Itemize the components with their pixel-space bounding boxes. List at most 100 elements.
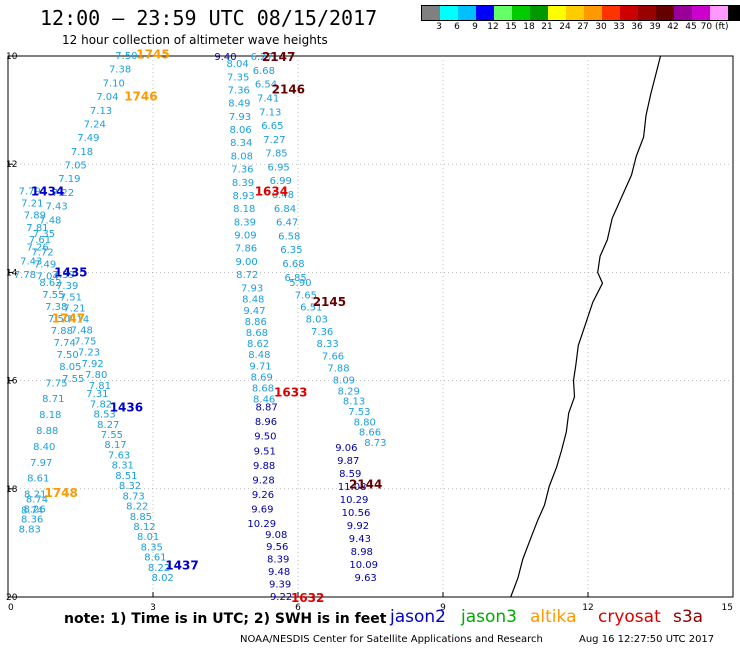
wave-height-value: 9.28 (252, 475, 274, 486)
wave-height-value: 7.86 (235, 244, 257, 255)
wave-height-value: 8.62 (247, 339, 269, 350)
wave-height-value: 7.55 (42, 290, 64, 301)
x-tick-label: 9 (440, 603, 446, 613)
wave-height-value: 9.56 (266, 542, 288, 553)
wave-height-value: 7.24 (84, 119, 106, 130)
wave-height-value: 6.68 (282, 259, 304, 270)
wave-height-value: 10.09 (349, 560, 378, 571)
wave-height-value: 8.83 (19, 524, 41, 535)
wave-height-value: 7.48 (71, 326, 93, 337)
wave-height-value: 7.55 (62, 374, 84, 385)
wave-height-value: 7.35 (33, 229, 55, 240)
wave-height-value: 8.88 (36, 426, 58, 437)
wave-height-value: 9.69 (251, 504, 273, 515)
wave-height-value: 7.41 (257, 93, 279, 104)
wave-height-value: 9.50 (254, 432, 276, 443)
wave-height-value: 7.39 (52, 270, 74, 281)
legend-label: 36 (631, 22, 643, 32)
wave-height-value: 9.06 (335, 443, 357, 454)
wave-height-value: 8.33 (316, 339, 338, 350)
satellite-label-jason2: jason2 (390, 607, 446, 627)
wave-height-value: 9.63 (355, 573, 377, 584)
map-frame (7, 55, 734, 598)
x-tick-label: 0 (8, 603, 14, 613)
wave-height-value: 8.74 (26, 495, 48, 506)
wave-height-value: 7.53 (348, 407, 370, 418)
pass-time-label: 1434 (31, 184, 64, 198)
wave-height-value: 9.08 (265, 530, 287, 541)
wave-height-value: 8.66 (359, 428, 381, 439)
wave-height-value: 8.53 (94, 410, 116, 421)
legend-swatch (656, 6, 674, 20)
legend-label: 70 (ft) (700, 22, 729, 32)
wave-height-value: 7.88 (51, 326, 73, 337)
wave-height-value: 8.02 (152, 573, 174, 584)
wave-height-value: 8.27 (97, 420, 119, 431)
wave-height-value: 8.17 (104, 440, 126, 451)
legend-swatch (620, 6, 638, 20)
wave-height-value: 7.43 (20, 256, 42, 267)
legend-swatch (548, 6, 566, 20)
legend-swatch (728, 6, 740, 20)
legend-label: 27 (577, 22, 589, 32)
wave-height-value: 8.03 (306, 315, 328, 326)
wave-height-value: 7.39 (56, 281, 78, 292)
wave-height-value: 7.89 (24, 211, 46, 222)
pass-time-label: 1634 (255, 184, 288, 198)
y-tick-label: 18 (6, 485, 18, 495)
wave-height-value: 7.14 (67, 314, 89, 325)
wave-height-value: 6.68 (253, 66, 275, 77)
satellite-label-s3a: s3a (673, 607, 704, 627)
wave-height-value: 11.08 (338, 482, 367, 493)
wave-height-value: 9.51 (254, 446, 276, 457)
legend-label: 24 (559, 22, 571, 32)
wave-height-value: 8.40 (33, 442, 55, 453)
wave-height-value: 8.39 (232, 178, 254, 189)
wave-height-value: 8.34 (230, 138, 252, 149)
wave-height-value: 8.85 (130, 512, 152, 523)
legend-swatch (710, 6, 728, 20)
legend-swatch (566, 6, 584, 20)
wave-height-value: 7.75 (74, 337, 96, 348)
wave-height-value: 8.18 (39, 410, 61, 421)
pass-time-label: 1633 (274, 386, 307, 400)
satellite-label-jason3: jason3 (461, 607, 517, 627)
pass-time-label: 1437 (165, 559, 198, 573)
legend-swatch (584, 6, 602, 20)
wave-height-value: 7.82 (90, 399, 112, 410)
x-tick-label: 6 (295, 603, 301, 613)
legend-label: 3 (436, 22, 442, 32)
wave-height-value: 8.68 (252, 383, 274, 394)
y-tick-label: 10 (6, 52, 18, 62)
wave-height-value: 8.04 (226, 59, 248, 70)
legend-label: 39 (649, 22, 661, 32)
wave-height-value: 7.35 (227, 72, 249, 83)
satellite-label-altika: altika (530, 607, 577, 627)
wave-height-value: 10.29 (340, 495, 369, 506)
wave-height-value: 7.36 (231, 165, 253, 176)
wave-height-value: 7.13 (90, 106, 112, 117)
legend-label: 15 (505, 22, 517, 32)
coastline-path (510, 55, 662, 598)
wave-height-value: 7.55 (101, 430, 123, 441)
wave-height-value: 8.71 (42, 394, 64, 405)
wave-height-value: 7.78 (14, 270, 36, 281)
wave-height-value: 9.48 (268, 567, 290, 578)
legend-swatch (692, 6, 710, 20)
legend-swatch (602, 6, 620, 20)
wave-height-value: 8.48 (248, 350, 270, 361)
legend-swatch (638, 6, 656, 20)
wave-height-value: 5.90 (289, 278, 311, 289)
wave-height-value: 6.99 (270, 176, 292, 187)
legend-label: 45 (685, 22, 697, 32)
wave-height-value: 8.61 (144, 553, 166, 564)
wave-height-value: 7.38 (45, 302, 67, 313)
pass-time-label: 1748 (44, 486, 77, 500)
wave-height-value: 7.21 (63, 303, 85, 314)
wave-height-value: 7.21 (21, 198, 43, 209)
wave-height-value: 7.63 (108, 450, 130, 461)
wave-height-value: 7.49 (77, 133, 99, 144)
wave-height-value: 6.27 (251, 52, 273, 63)
wave-height-value: 6.35 (280, 245, 302, 256)
wave-height-value: 8.32 (119, 481, 141, 492)
